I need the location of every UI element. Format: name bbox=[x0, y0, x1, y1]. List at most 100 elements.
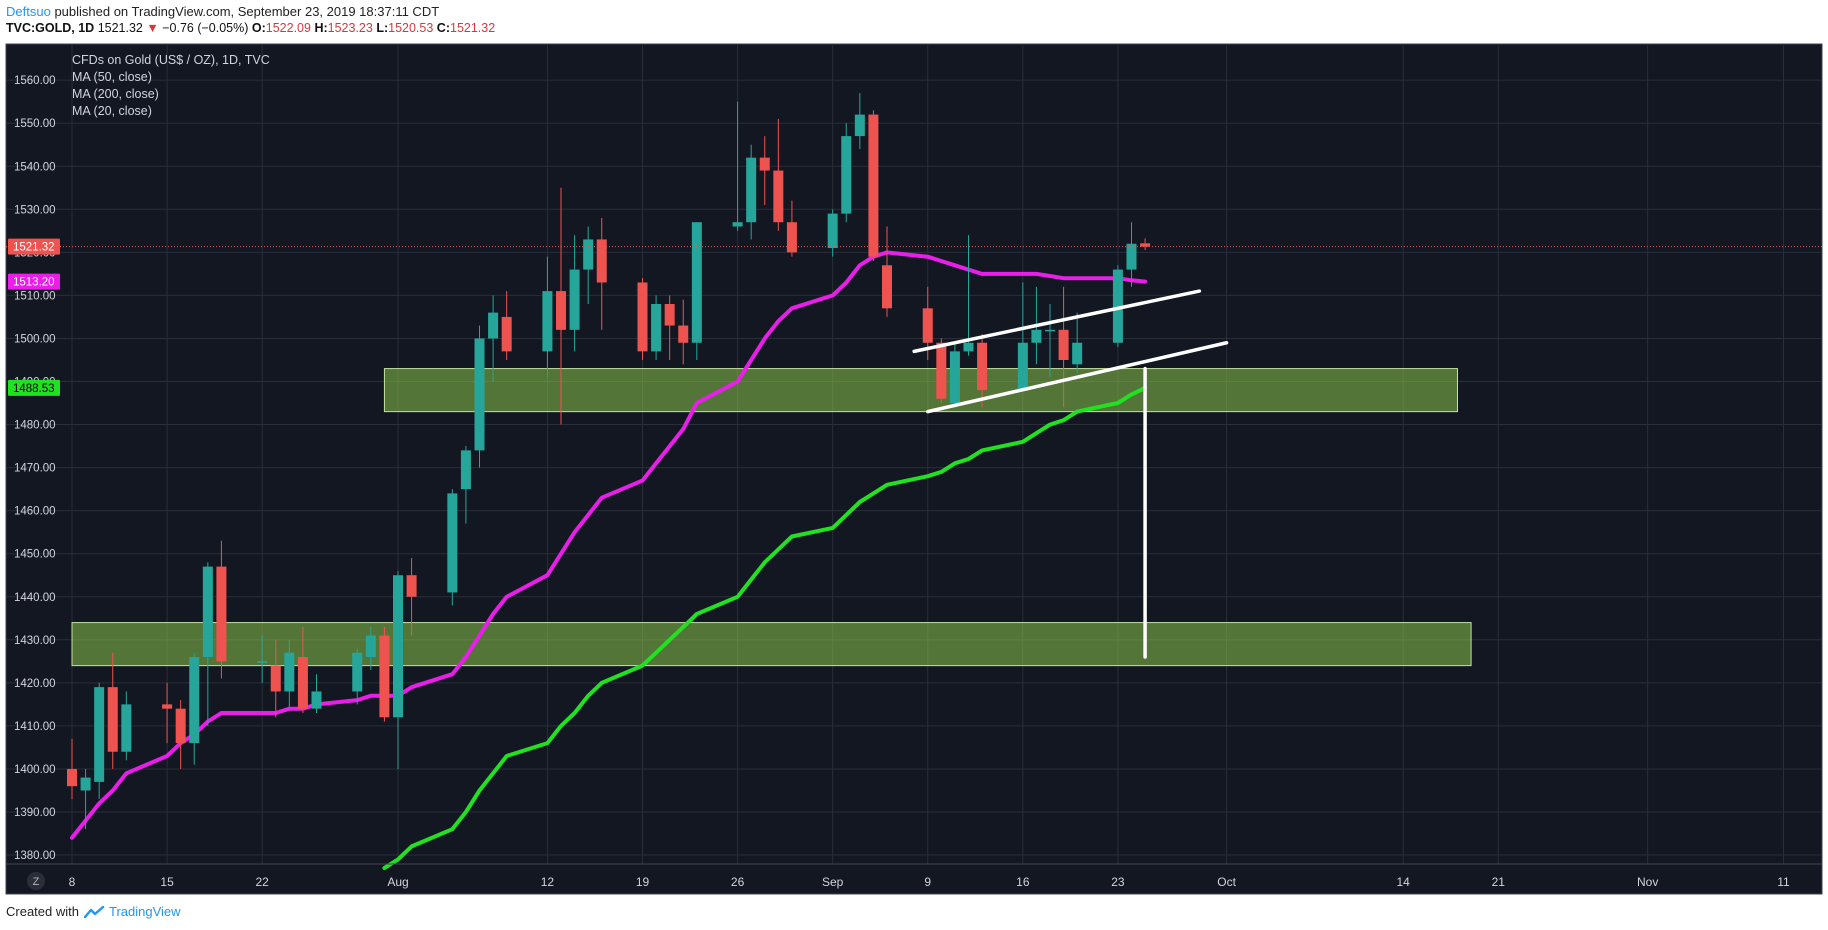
candle-body bbox=[963, 342, 974, 352]
ohlc-row: TVC:GOLD, 1D 1521.32 ▼ −0.76 (−0.05%) O:… bbox=[6, 21, 495, 35]
chart-frame bbox=[5, 43, 1823, 895]
candle-body bbox=[94, 687, 105, 782]
candle-body bbox=[746, 157, 757, 223]
y-tick-label: 1410.00 bbox=[14, 721, 56, 733]
candle-body bbox=[1045, 329, 1055, 332]
price-badges: 1521.32 1513.20 1488.53 bbox=[8, 238, 60, 396]
candle-body bbox=[379, 635, 390, 718]
y-tick-label: 1400.00 bbox=[14, 764, 56, 776]
y-tick-label: 1450.00 bbox=[14, 549, 56, 561]
candle-body bbox=[637, 282, 648, 352]
time-axis: 81522Aug121926Sep91623Oct1421Nov1118 bbox=[6, 863, 1822, 889]
candle-body bbox=[257, 661, 268, 663]
candle-body bbox=[297, 657, 308, 709]
candle-body bbox=[936, 342, 947, 399]
candle-body bbox=[854, 114, 865, 137]
publish-info: Deftsuo published on TradingView.com, Se… bbox=[6, 4, 439, 19]
timezone-button-label: Z bbox=[33, 876, 40, 888]
candle-body bbox=[270, 665, 281, 692]
symbol-label: TVC:GOLD, 1D bbox=[6, 21, 95, 35]
candle-body bbox=[827, 213, 838, 249]
x-tick-label: 12 bbox=[541, 875, 555, 889]
candle-body bbox=[759, 157, 770, 171]
x-tick-label: 23 bbox=[1111, 875, 1125, 889]
low-label: L: bbox=[376, 21, 389, 35]
candle-body bbox=[1126, 243, 1137, 270]
trendlines bbox=[6, 246, 1822, 659]
legend-ma20[interactable]: MA (20, close) bbox=[72, 104, 152, 118]
x-tick-label: 26 bbox=[731, 875, 745, 889]
candle-body bbox=[1017, 342, 1028, 391]
y-tick-label: 1430.00 bbox=[14, 635, 56, 647]
candle-body bbox=[542, 291, 553, 352]
x-tick-label: 14 bbox=[1396, 875, 1410, 889]
author-link[interactable]: Deftsuo bbox=[6, 4, 51, 19]
y-tick-label: 1440.00 bbox=[14, 592, 56, 604]
y-tick-label: 1560.00 bbox=[14, 75, 56, 87]
ma-line bbox=[382, 386, 1148, 870]
x-tick-label: 21 bbox=[1492, 875, 1506, 889]
x-tick-label: 8 bbox=[69, 875, 76, 889]
legend-ma50[interactable]: MA (50, close) bbox=[72, 70, 152, 84]
high-value: 1523.23 bbox=[327, 21, 373, 35]
last-price-badge: 1521.32 bbox=[13, 242, 55, 254]
x-tick-label: 16 bbox=[1016, 875, 1030, 889]
close-value: 1521.32 bbox=[450, 21, 496, 35]
candle-body bbox=[1058, 329, 1069, 360]
x-tick-label: 9 bbox=[924, 875, 931, 889]
trendline bbox=[912, 289, 1202, 354]
candle-body bbox=[868, 114, 879, 257]
last-price: 1521.32 bbox=[97, 21, 143, 35]
open-value: 1522.09 bbox=[265, 21, 311, 35]
candle-body bbox=[365, 635, 376, 658]
y-tick-label: 1530.00 bbox=[14, 204, 56, 216]
candle-body bbox=[406, 575, 417, 597]
close-label: C: bbox=[436, 21, 450, 35]
ma-line bbox=[70, 250, 1148, 840]
x-tick-label: 15 bbox=[160, 875, 174, 889]
x-tick-label: 19 bbox=[636, 875, 650, 889]
candle-body bbox=[501, 316, 512, 352]
y-tick-label: 1510.00 bbox=[14, 290, 56, 302]
candles bbox=[67, 93, 1151, 830]
candle-body bbox=[786, 222, 797, 253]
timezone-button[interactable] bbox=[27, 872, 45, 890]
candle-body bbox=[175, 708, 186, 744]
legend-title: CFDs on Gold (US$ / OZ), 1D, TVC bbox=[72, 53, 270, 67]
candle-body bbox=[1031, 329, 1042, 343]
y-tick-label: 1540.00 bbox=[14, 161, 56, 173]
trendline bbox=[926, 341, 1229, 414]
created-with-text: Created with bbox=[6, 904, 79, 919]
candle-body bbox=[474, 338, 485, 451]
y-tick-label: 1550.00 bbox=[14, 118, 56, 130]
ma20-badge-bg bbox=[8, 273, 60, 290]
y-tick-label: 1380.00 bbox=[14, 850, 56, 862]
candle-body bbox=[773, 170, 784, 223]
grid bbox=[6, 44, 1822, 864]
y-tick-label: 1460.00 bbox=[14, 506, 56, 518]
y-tick-label: 1480.00 bbox=[14, 420, 56, 432]
legend-ma200[interactable]: MA (200, close) bbox=[72, 87, 159, 101]
y-tick-label: 1470.00 bbox=[14, 463, 56, 475]
candle-body bbox=[1072, 342, 1083, 365]
low-value: 1520.53 bbox=[388, 21, 434, 35]
candle-body bbox=[732, 222, 743, 227]
open-label: O: bbox=[251, 21, 266, 35]
candle-body bbox=[922, 308, 933, 343]
candle-body bbox=[393, 575, 403, 718]
y-tick-label: 1420.00 bbox=[14, 678, 56, 690]
x-tick-label: Aug bbox=[387, 875, 408, 889]
candle-body bbox=[121, 704, 132, 752]
candle-body bbox=[311, 691, 322, 709]
candle-body bbox=[664, 304, 675, 326]
support-zone bbox=[383, 368, 1459, 413]
tradingview-brand-link[interactable]: TradingView bbox=[108, 904, 181, 919]
candle-body bbox=[189, 657, 200, 744]
candle-body bbox=[80, 777, 91, 791]
high-label: H: bbox=[314, 21, 328, 35]
candle-body bbox=[216, 566, 227, 662]
x-tick-label: Oct bbox=[1217, 875, 1236, 889]
y-tick-label: 1500.00 bbox=[14, 333, 56, 345]
x-tick-label: 22 bbox=[255, 875, 269, 889]
